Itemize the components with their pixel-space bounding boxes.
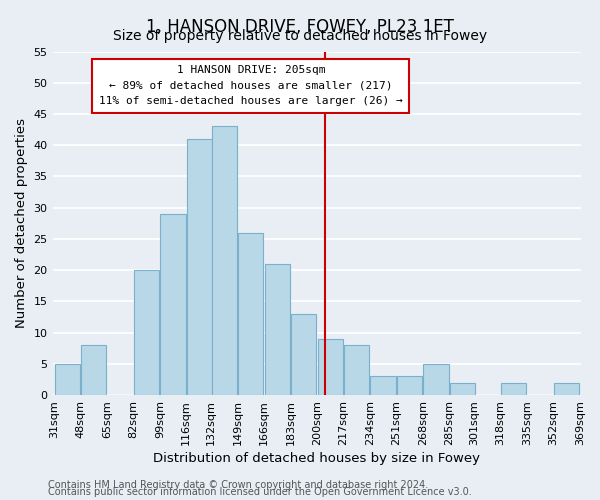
Text: 1, HANSON DRIVE, FOWEY, PL23 1ET: 1, HANSON DRIVE, FOWEY, PL23 1ET	[146, 18, 454, 36]
Bar	[160, 214, 185, 395]
Text: Contains HM Land Registry data © Crown copyright and database right 2024.: Contains HM Land Registry data © Crown c…	[48, 480, 428, 490]
Bar	[317, 339, 343, 395]
Bar	[554, 382, 579, 395]
Text: 1 HANSON DRIVE: 205sqm
← 89% of detached houses are smaller (217)
11% of semi-de: 1 HANSON DRIVE: 205sqm ← 89% of detached…	[99, 66, 403, 106]
Bar	[212, 126, 237, 395]
Bar	[291, 314, 316, 395]
Bar	[55, 364, 80, 395]
Bar	[187, 139, 212, 395]
Bar	[397, 376, 422, 395]
Y-axis label: Number of detached properties: Number of detached properties	[15, 118, 28, 328]
Bar	[134, 270, 159, 395]
Bar	[424, 364, 449, 395]
Bar	[81, 345, 106, 395]
Text: Size of property relative to detached houses in Fowey: Size of property relative to detached ho…	[113, 29, 487, 43]
X-axis label: Distribution of detached houses by size in Fowey: Distribution of detached houses by size …	[154, 452, 481, 465]
Bar	[265, 264, 290, 395]
Bar	[344, 345, 369, 395]
Bar	[238, 232, 263, 395]
Bar	[501, 382, 526, 395]
Text: Contains public sector information licensed under the Open Government Licence v3: Contains public sector information licen…	[48, 487, 472, 497]
Bar	[450, 382, 475, 395]
Bar	[370, 376, 395, 395]
